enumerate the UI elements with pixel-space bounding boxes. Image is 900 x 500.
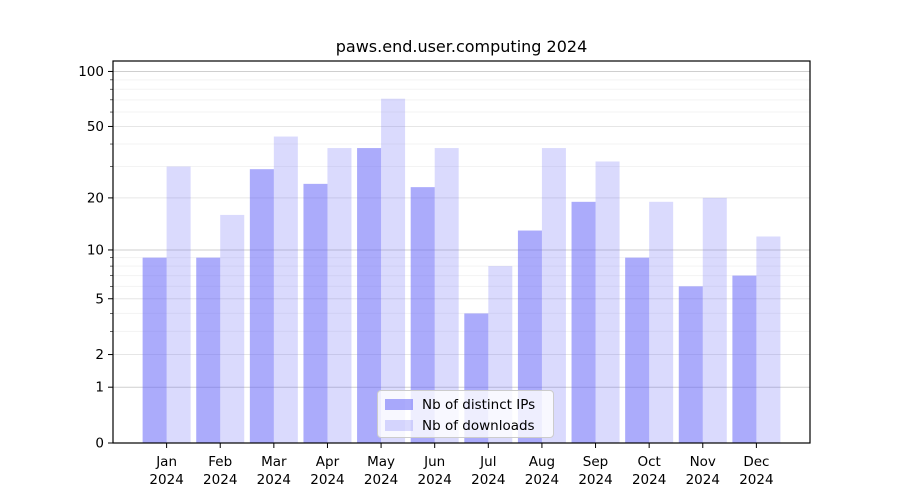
x-tick-label-jul: Jul 2024 bbox=[471, 454, 505, 488]
y-tick-label-0: 0 bbox=[95, 436, 104, 452]
bar-oct-distinct-ips bbox=[625, 257, 650, 443]
bar-dec-distinct-ips bbox=[732, 275, 757, 443]
bar-may-downloads bbox=[381, 98, 406, 443]
bar-jan-distinct-ips bbox=[142, 257, 167, 443]
bar-mar-distinct-ips bbox=[249, 169, 274, 443]
x-tick-label-jun: Jun 2024 bbox=[418, 454, 452, 488]
x-tick-label-mar: Mar 2024 bbox=[257, 454, 291, 488]
x-tick-label-sep: Sep 2024 bbox=[578, 454, 612, 488]
x-tick-label-may: May 2024 bbox=[364, 454, 398, 488]
y-tick-label-2: 2 bbox=[95, 347, 104, 363]
bar-sep-downloads bbox=[595, 161, 620, 444]
bar-feb-distinct-ips bbox=[196, 257, 221, 443]
y-tick-label-20: 20 bbox=[87, 190, 104, 206]
y-tick-label-5: 5 bbox=[95, 291, 104, 307]
legend: Nb of distinct IPs Nb of downloads bbox=[377, 390, 554, 438]
bar-nov-distinct-ips bbox=[678, 286, 703, 443]
x-tick-label-jan: Jan 2024 bbox=[149, 454, 183, 488]
bar-apr-distinct-ips bbox=[303, 183, 328, 443]
bar-dec-downloads bbox=[756, 236, 781, 443]
x-tick-label-dec: Dec 2024 bbox=[739, 454, 773, 488]
legend-label-distinct-ips: Nb of distinct IPs bbox=[422, 396, 536, 413]
bar-sep-distinct-ips bbox=[571, 201, 596, 443]
y-tick-label-100: 100 bbox=[78, 64, 104, 80]
legend-swatch-distinct-ips bbox=[385, 399, 413, 410]
bar-mar-downloads bbox=[273, 136, 298, 443]
x-tick-label-feb: Feb 2024 bbox=[203, 454, 237, 488]
x-tick-label-oct: Oct 2024 bbox=[632, 454, 666, 488]
y-tick-label-50: 50 bbox=[87, 119, 104, 135]
x-tick-label-aug: Aug 2024 bbox=[525, 454, 559, 488]
y-tick-label-1: 1 bbox=[95, 380, 104, 396]
y-tick-label-10: 10 bbox=[87, 242, 104, 258]
bar-jan-downloads bbox=[166, 166, 191, 444]
bar-oct-downloads bbox=[649, 201, 674, 443]
legend-item-distinct-ips: Nb of distinct IPs bbox=[385, 394, 545, 415]
legend-label-downloads: Nb of downloads bbox=[422, 417, 535, 434]
bar-feb-downloads bbox=[220, 214, 245, 443]
chart-title: paws.end.user.computing 2024 bbox=[335, 37, 588, 56]
x-tick-label-apr: Apr 2024 bbox=[310, 454, 344, 488]
bar-apr-downloads bbox=[327, 148, 352, 443]
x-tick-label-nov: Nov 2024 bbox=[686, 454, 720, 488]
legend-swatch-downloads bbox=[385, 420, 413, 431]
bar-nov-downloads bbox=[702, 197, 727, 443]
plot-border bbox=[112, 60, 811, 444]
legend-item-downloads: Nb of downloads bbox=[385, 415, 545, 436]
